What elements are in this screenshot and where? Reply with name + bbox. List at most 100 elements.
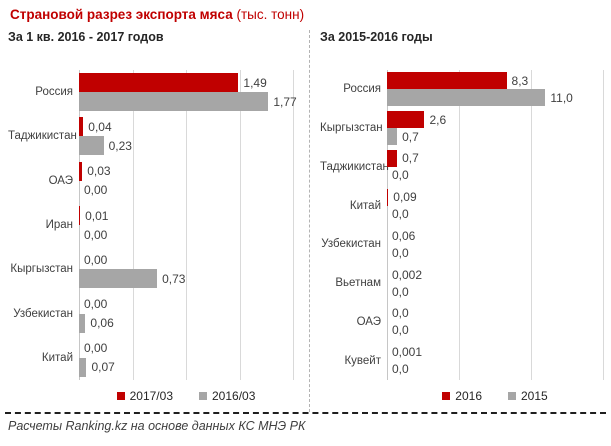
value-label: 0,00 [84,341,108,356]
value-label: 0,001 [392,345,423,360]
row-bars: 0,00 0,07 [79,336,293,380]
chart-subtitle: За 2015-2016 годы [320,30,433,44]
chart-row-китай: Китай 0,00 0,07 [8,336,293,380]
bar-line: 0,0 [387,167,603,184]
value-label: 0,0 [392,323,409,338]
value-label: 0,7 [402,151,419,166]
bar-2016-03 [79,136,104,156]
gridline [132,70,134,381]
category-label: Иран [45,219,73,232]
category-label: Кыргызстан [320,122,383,135]
value-label: 11,0 [550,90,573,105]
bar-line: 1,49 [79,73,297,93]
bar-line: 0,0 [387,305,603,322]
bar-2016 [387,72,507,90]
bar-line: 0,04 [79,117,293,137]
row-bars: 0,001 0,0 [387,341,603,380]
value-label: 0,73 [162,271,186,286]
chart-subtitle: За 1 кв. 2016 - 2017 годов [8,30,164,44]
bar-line: 0,06 [387,227,603,244]
legend-label: 2015 [521,389,548,403]
chart-row-кыргызстан: Кыргызстан 0,00 0,73 [8,247,293,291]
bar-2015 [387,89,546,107]
chart-row-таджикистан: Таджикистан 0,7 0,0 [320,148,603,187]
category-label: ОАЭ [356,315,381,328]
bar-2016 [387,149,398,167]
chart-panel-q1-2016-2017: За 1 кв. 2016 - 2017 годов Россия 1,49 1,7… [8,30,297,403]
bar-line: 0,09 [387,188,603,206]
value-label: 0,23 [108,138,132,153]
bar-2017-03 [79,73,239,93]
value-label: 0,7 [402,129,419,144]
gridline [293,70,294,381]
bar-line: 8,3 [387,72,603,90]
legend: 2017/03 2016/03 [79,389,293,403]
value-label: 0,00 [84,227,108,242]
category-label: Китай [349,199,381,212]
legend-swatch-2016-03 [199,392,207,401]
bar-2017-03 [79,206,81,226]
horizontal-dashed-divider [5,412,606,414]
value-label: 0,0 [392,168,409,183]
row-bars: 0,0 0,0 [387,303,603,342]
row-bars: 0,06 0,0 [387,225,603,264]
value-label: 0,00 [84,183,108,198]
chart-row-россия: Россия 8,3 11,0 [320,70,603,109]
category-label: Россия [343,83,381,96]
value-label: 0,0 [392,362,409,377]
chart-row-вьетнам: Вьетнам 0,002 0,0 [320,264,603,303]
chart-row-россия: Россия 1,49 1,77 [8,70,297,114]
row-bars: 0,002 0,0 [387,264,603,303]
bar-line: 0,00 [79,250,293,269]
axis-line [387,70,388,380]
bar-line: 0,0 [387,283,603,300]
legend-item-2017-03: 2017/03 [116,389,173,404]
value-label: 0,002 [392,267,423,282]
value-label: 0,09 [393,190,417,205]
bar-line: 0,0 [387,322,603,339]
value-label: 1,77 [273,94,297,109]
category-label: Узбекистан [13,307,73,320]
value-label: 0,03 [87,164,111,179]
bar-line: 0,7 [387,149,603,167]
legend-item-2016: 2016 [442,389,482,403]
chart-row-китай: Китай 0,09 0,0 [320,186,603,225]
page-title-text: Страновой разрез экспорта мяса [10,7,233,22]
bar-2016-03 [79,269,158,289]
legend-label: 2017/03 [129,389,173,404]
chart-row-узбекистан: Узбекистан 0,06 0,0 [320,225,603,264]
legend-label: 2016 [455,389,482,403]
legend-swatch-2016 [442,392,451,400]
bar-2016-03 [79,92,269,112]
bar-line: 2,6 [387,111,603,129]
legend-swatch-2015 [508,392,516,400]
gridline [186,70,187,381]
chart-panel-2015-2016: За 2015-2016 годы Россия 8,3 11,0 Кыргызста… [320,30,604,403]
category-label: Вьетнам [335,277,381,290]
bar-2016 [387,188,389,206]
row-bars: 0,09 0,0 [387,186,603,225]
value-label: 0,0 [392,306,409,321]
bar-line: 0,00 [79,225,293,244]
bar-line: 0,0 [387,361,603,378]
legend-label: 2016/03 [212,389,256,404]
value-label: 0,06 [90,316,114,331]
bar-2016-03 [79,357,87,377]
row-bars: 8,3 11,0 [387,70,603,109]
gridline [459,70,460,380]
source-note: Расчеты Ranking.kz на основе данных КС М… [8,419,306,433]
row-bars: 0,01 0,00 [79,203,293,247]
value-label: 0,00 [84,297,108,312]
bar-line: 0,23 [79,136,293,156]
value-label: 8,3 [511,73,529,88]
legend: 2016 2015 [387,389,603,403]
bar-line: 0,73 [79,269,293,289]
value-label: 2,6 [429,112,447,127]
chart-row-иран: Иран 0,01 0,00 [8,203,293,247]
bar-line: 0,03 [79,161,293,181]
category-label: ОАЭ [48,174,73,187]
row-bars: 2,6 0,7 [387,109,603,148]
bar-2017-03 [79,161,83,181]
gridline [239,70,241,381]
